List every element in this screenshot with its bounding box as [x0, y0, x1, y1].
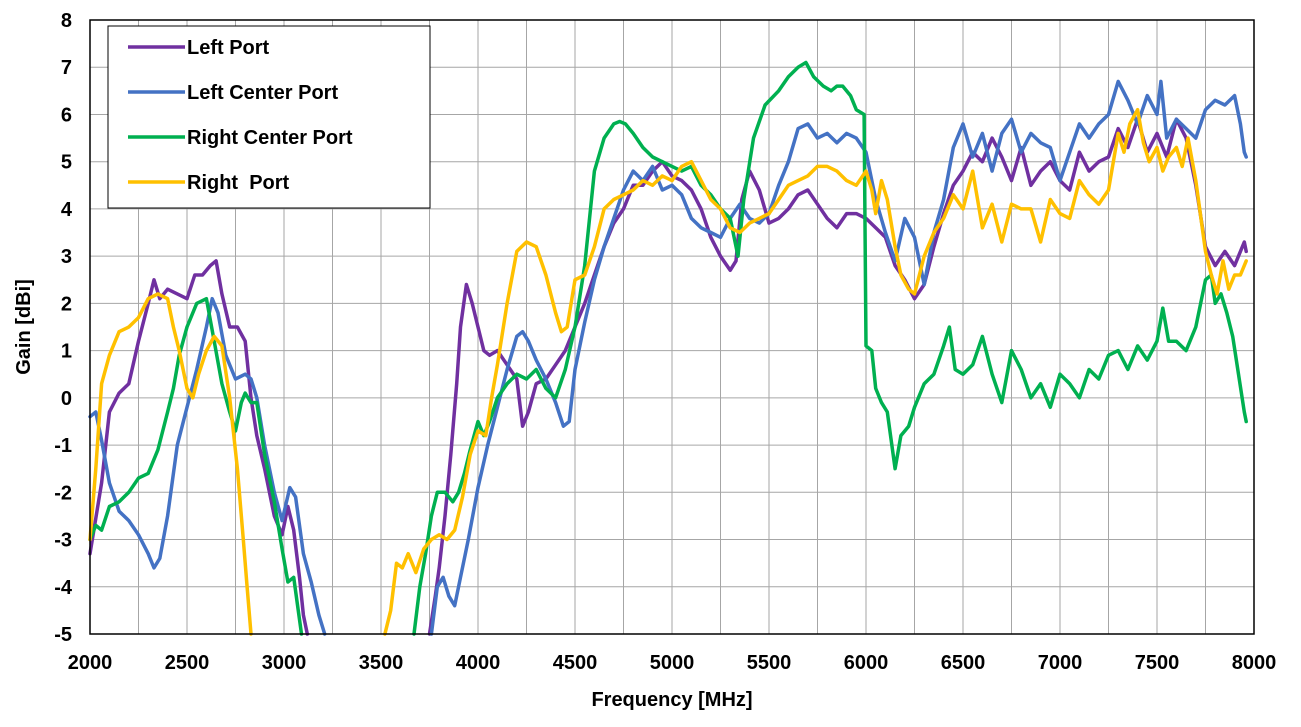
series-line — [429, 79, 1248, 636]
x-tick-label: 4000 — [456, 652, 501, 674]
y-tick-label: 7 — [61, 57, 72, 79]
series-line — [427, 117, 1248, 636]
x-tick-label: 6000 — [844, 652, 889, 674]
y-tick-label: 3 — [61, 246, 72, 268]
y-tick-label: 1 — [61, 341, 72, 363]
y-tick-label: 4 — [61, 199, 73, 221]
y-tick-label: -1 — [54, 435, 72, 457]
x-axis-ticks: 2000 2500 3000 3500 4000 4500 5000 5500 6000 6500… — [68, 652, 1277, 674]
y-axis-ticks: -5 -4 -3 -2 -1 0 1 2 3 4 5 6 7 8 — [54, 10, 73, 646]
x-tick-label: 3000 — [262, 652, 307, 674]
x-tick-label: 7000 — [1038, 652, 1083, 674]
legend-label: Left Center Port — [187, 82, 338, 104]
legend: Left Port Left Center Port Right Center Po… — [107, 25, 431, 209]
series-line — [88, 296, 327, 636]
y-tick-label: 5 — [61, 152, 72, 174]
series-lines — [88, 60, 1248, 636]
y-tick-label: 6 — [61, 104, 72, 126]
legend-label: Right Center Port — [187, 127, 353, 149]
x-tick-label: 8000 — [1232, 652, 1277, 674]
series-line — [88, 292, 253, 636]
series-line — [88, 259, 310, 636]
legend-label: Left Port — [187, 37, 270, 59]
plot-area-frame — [89, 19, 1255, 635]
y-tick-label: -5 — [54, 624, 72, 646]
series-line — [383, 107, 1248, 636]
x-tick-label: 2000 — [68, 652, 113, 674]
x-tick-label: 7500 — [1135, 652, 1180, 674]
x-tick-label: 3500 — [359, 652, 404, 674]
legend-label: Right Port — [187, 172, 290, 194]
y-tick-label: 8 — [61, 10, 72, 32]
series-line — [88, 296, 304, 636]
x-tick-label: 2500 — [165, 652, 210, 674]
x-tick-label: 5500 — [747, 652, 792, 674]
y-tick-label: -4 — [54, 577, 73, 599]
y-tick-label: 0 — [61, 388, 72, 410]
y-tick-label: 2 — [61, 293, 72, 315]
x-axis-title: Frequency [MHz] — [591, 689, 752, 711]
legend-box — [107, 25, 431, 209]
x-tick-label: 4500 — [553, 652, 598, 674]
series-line — [412, 60, 1248, 636]
x-tick-label: 6500 — [941, 652, 986, 674]
y-tick-label: -3 — [54, 530, 72, 552]
x-tick-label: 5000 — [650, 652, 695, 674]
y-tick-label: -2 — [54, 482, 72, 504]
y-axis-title: Gain [dBi] — [13, 279, 35, 375]
